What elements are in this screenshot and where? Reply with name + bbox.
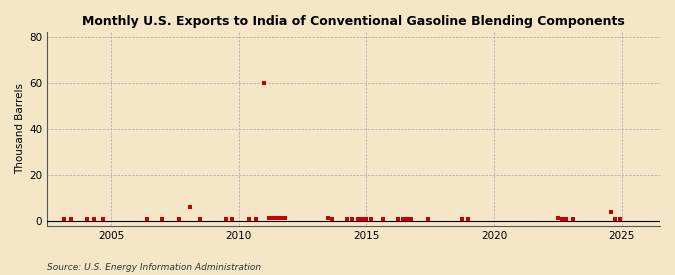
Point (276, 216, 287, 220)
Point (157, 217, 167, 222)
Point (280, 216, 291, 220)
Point (342, 217, 352, 221)
Y-axis label: Thousand Barrels: Thousand Barrels (15, 83, 25, 174)
Title: Monthly U.S. Exports to India of Conventional Gasoline Blending Components: Monthly U.S. Exports to India of Convent… (82, 15, 625, 28)
Point (65, 217, 76, 222)
Point (361, 217, 372, 222)
Point (614, 217, 625, 222)
Point (184, 205, 195, 210)
Point (97, 217, 108, 222)
Point (397, 217, 408, 222)
Point (59, 217, 70, 222)
Point (227, 217, 238, 222)
Point (605, 210, 616, 214)
Point (271, 216, 282, 220)
Point (552, 216, 563, 220)
Point (393, 217, 404, 222)
Point (88, 217, 99, 222)
Point (267, 216, 278, 220)
Point (356, 217, 367, 222)
Point (610, 217, 621, 222)
Point (365, 217, 376, 222)
Point (221, 217, 232, 222)
Point (423, 217, 433, 222)
Point (463, 217, 474, 222)
Point (259, 81, 269, 85)
Point (406, 217, 416, 222)
Point (567, 217, 578, 222)
Point (352, 217, 363, 222)
Point (557, 217, 568, 221)
Point (402, 217, 412, 222)
Point (142, 217, 153, 222)
Point (346, 217, 357, 222)
Point (195, 217, 206, 222)
Point (378, 217, 389, 222)
Point (323, 216, 333, 220)
Point (250, 217, 261, 222)
Point (263, 216, 274, 220)
Point (457, 217, 468, 222)
Text: Source: U.S. Energy Information Administration: Source: U.S. Energy Information Administ… (47, 263, 261, 272)
Point (82, 217, 93, 221)
Point (173, 217, 184, 222)
Point (327, 217, 338, 222)
Point (244, 217, 254, 222)
Point (561, 217, 572, 222)
